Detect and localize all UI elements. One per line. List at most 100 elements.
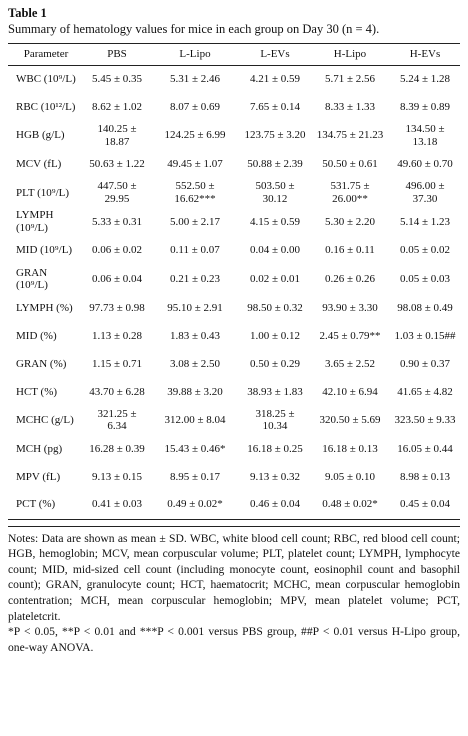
value-cell: 7.65 ± 0.14 xyxy=(249,100,301,113)
parameter-cell: PLT (10⁹/L) xyxy=(16,186,70,199)
header-row: Parameter PBS L-Lipo L-EVs H-Lipo H-EVs xyxy=(8,43,460,66)
table-row: MID (%) 1.13 ± 0.28 1.83 ± 0.43 1.00 ± 0.12… xyxy=(8,322,460,350)
value-cell: 43.70 ± 6.28 xyxy=(89,385,145,398)
table-body: WBC (10⁹/L) 5.45 ± 0.35 5.31 ± 2.46 4.21 ± … xyxy=(8,65,460,520)
value-cell: 5.31 ± 2.46 xyxy=(169,73,221,86)
column-header: L-EVs xyxy=(240,43,310,66)
column-header: Parameter xyxy=(8,43,84,66)
value-cell: 3.65 ± 2.52 xyxy=(324,357,376,370)
value-cell: 124.25 ± 6.99 xyxy=(164,129,226,142)
value-cell: 49.45 ± 1.07 xyxy=(167,157,223,170)
value-cell: 38.93 ± 1.83 xyxy=(247,385,303,398)
value-cell: 5.71 ± 2.56 xyxy=(324,73,376,86)
value-cell: 1.15 ± 0.71 xyxy=(91,357,143,370)
table-label: Table 1 xyxy=(8,6,47,20)
value-cell: 1.83 ± 0.43 xyxy=(169,329,221,342)
value-cell: 1.13 ± 0.28 xyxy=(91,329,143,342)
column-header: H-Lipo xyxy=(310,43,390,66)
value-cell: 2.45 ± 0.79** xyxy=(319,329,381,342)
value-cell: 8.33 ± 1.33 xyxy=(324,100,376,113)
table-row: MCV (fL) 50.63 ± 1.22 49.45 ± 1.07 50.88 ± … xyxy=(8,150,460,178)
table-row: PCT (%) 0.41 ± 0.03 0.49 ± 0.02* 0.46 ± 0.0… xyxy=(8,491,460,520)
value-cell: 5.45 ± 0.35 xyxy=(91,73,143,86)
value-cell: 42.10 ± 6.94 xyxy=(322,385,378,398)
table-row: RBC (10¹²/L) 8.62 ± 1.02 8.07 ± 0.69 7.65 ±… xyxy=(8,93,460,121)
value-cell: 323.50 ± 9.33 xyxy=(394,414,456,427)
value-cell: 8.98 ± 0.13 xyxy=(399,470,451,483)
parameter-cell: GRAN (10⁹/L) xyxy=(16,266,48,292)
value-cell: 0.50 ± 0.29 xyxy=(249,357,301,370)
table-row: MID (10⁹/L) 0.06 ± 0.02 0.11 ± 0.07 0.04 ± … xyxy=(8,237,460,265)
table-row: PLT (10⁹/L) 447.50 ± 29.95 552.50 ± 16.62*… xyxy=(8,178,460,207)
value-cell: 0.06 ± 0.02 xyxy=(91,244,143,257)
table-row: MPV (fL) 9.13 ± 0.15 8.95 ± 0.17 9.13 ± 0.3… xyxy=(8,463,460,491)
value-cell: 16.28 ± 0.39 xyxy=(89,442,145,455)
value-cell: 3.08 ± 2.50 xyxy=(169,357,221,370)
parameter-cell: WBC (10⁹/L) xyxy=(16,73,76,86)
value-cell: 9.05 ± 0.10 xyxy=(324,470,376,483)
parameter-cell: HCT (%) xyxy=(16,385,58,398)
value-cell: 552.50 ± 16.62*** xyxy=(174,180,216,205)
table-row: LYMPH (10⁹/L) 5.33 ± 0.31 5.00 ± 2.17 4.15 … xyxy=(8,207,460,236)
parameter-cell: LYMPH (10⁹/L) xyxy=(16,209,54,235)
parameter-cell: RBC (10¹²/L) xyxy=(16,100,76,113)
value-cell: 8.95 ± 0.17 xyxy=(169,470,221,483)
note: *P < 0.05, **P < 0.01 and ***P < 0.001 v… xyxy=(8,625,460,654)
parameter-cell: MCV (fL) xyxy=(16,157,62,170)
value-cell: 41.65 ± 4.82 xyxy=(397,385,453,398)
value-cell: 0.45 ± 0.04 xyxy=(390,491,460,520)
value-cell: 5.00 ± 2.17 xyxy=(169,215,221,228)
value-cell: 0.06 ± 0.04 xyxy=(91,272,143,285)
value-cell: 97.73 ± 0.98 xyxy=(89,301,145,314)
parameter-cell: MCH (pg) xyxy=(16,442,63,455)
value-cell: 496.00 ± 37.30 xyxy=(405,180,445,205)
value-cell: 39.88 ± 3.20 xyxy=(167,385,223,398)
value-cell: 5.33 ± 0.31 xyxy=(91,215,143,228)
value-cell: 16.18 ± 0.25 xyxy=(247,442,303,455)
value-cell: 0.49 ± 0.02* xyxy=(150,491,240,520)
value-cell: 0.41 ± 0.03 xyxy=(84,491,150,520)
value-cell: 0.48 ± 0.02* xyxy=(310,491,390,520)
table-row: GRAN (%) 1.15 ± 0.71 3.08 ± 2.50 0.50 ± 0.2… xyxy=(8,350,460,378)
parameter-cell: GRAN (%) xyxy=(16,357,67,370)
value-cell: 5.14 ± 1.23 xyxy=(399,215,451,228)
value-cell: 9.13 ± 0.15 xyxy=(91,470,143,483)
value-cell: 312.00 ± 8.04 xyxy=(164,414,226,427)
value-cell: 95.10 ± 2.91 xyxy=(167,301,223,314)
value-cell: 16.18 ± 0.13 xyxy=(322,442,378,455)
value-cell: 8.62 ± 1.02 xyxy=(91,100,143,113)
value-cell: 0.46 ± 0.04 xyxy=(240,491,310,520)
value-cell: 0.21 ± 0.23 xyxy=(169,272,221,285)
value-cell: 320.50 ± 5.69 xyxy=(319,414,381,427)
value-cell: 98.08 ± 0.49 xyxy=(397,301,453,314)
table-row: MCH (pg) 16.28 ± 0.39 15.43 ± 0.46* 16.18 ±… xyxy=(8,435,460,463)
value-cell: 4.21 ± 0.59 xyxy=(249,73,301,86)
value-cell: 447.50 ± 29.95 xyxy=(97,180,137,205)
table-title: Summary of hematology values for mice in… xyxy=(8,22,380,36)
value-cell: 0.90 ± 0.37 xyxy=(399,357,451,370)
column-header: PBS xyxy=(84,43,150,66)
value-cell: 140.25 ± 18.87 xyxy=(97,123,137,148)
table-row: HCT (%) 43.70 ± 6.28 39.88 ± 3.20 38.93 ± 1… xyxy=(8,378,460,406)
parameter-cell: MPV (fL) xyxy=(16,470,61,483)
table-row: LYMPH (%) 97.73 ± 0.98 95.10 ± 2.91 98.50 ±… xyxy=(8,294,460,322)
value-cell: 0.02 ± 0.01 xyxy=(249,272,301,285)
column-header: H-EVs xyxy=(390,43,460,66)
table: Parameter PBS L-Lipo L-EVs H-Lipo H-EVs WBC (… xyxy=(8,43,460,520)
value-cell: 49.60 ± 0.70 xyxy=(397,157,453,170)
value-cell: 4.15 ± 0.59 xyxy=(249,215,301,228)
value-cell: 93.90 ± 3.30 xyxy=(322,301,378,314)
value-cell: 0.11 ± 0.07 xyxy=(170,244,220,257)
value-cell: 5.24 ± 1.28 xyxy=(399,73,451,86)
table-row: MCHC (g/L) 321.25 ± 6.34 312.00 ± 8.04 318.… xyxy=(8,406,460,435)
value-cell: 50.88 ± 2.39 xyxy=(247,157,303,170)
value-cell: 531.75 ± 26.00** xyxy=(330,180,370,205)
parameter-cell: PCT (%) xyxy=(8,491,84,520)
value-cell: 9.13 ± 0.32 xyxy=(249,470,301,483)
value-cell: 503.50 ± 30.12 xyxy=(255,180,295,205)
value-cell: 1.03 ± 0.15## xyxy=(394,329,456,342)
value-cell: 8.07 ± 0.69 xyxy=(169,100,221,113)
value-cell: 15.43 ± 0.46* xyxy=(164,442,226,455)
parameter-cell: HGB (g/L) xyxy=(16,129,65,142)
